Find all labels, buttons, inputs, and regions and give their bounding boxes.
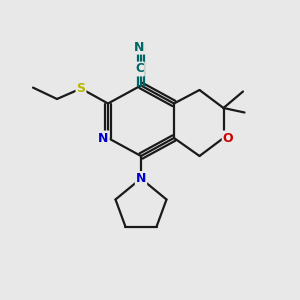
Text: N: N [134,40,145,54]
Text: S: S [76,82,85,95]
Text: O: O [223,131,233,145]
Text: N: N [136,172,146,185]
Text: C: C [135,62,144,76]
Text: N: N [98,131,109,145]
